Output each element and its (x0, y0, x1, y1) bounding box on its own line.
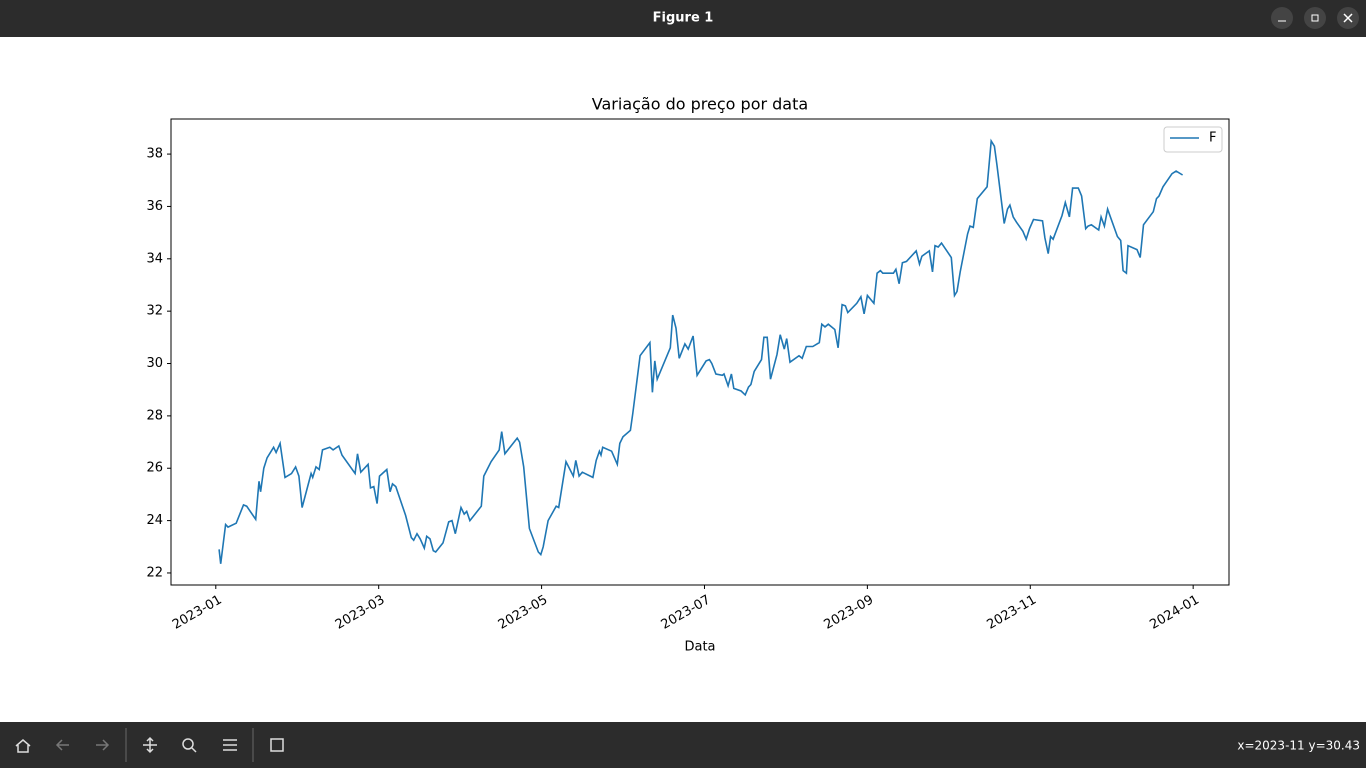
series-line (218, 138, 1184, 564)
status-text: x=2023-11 y=30.43 (1237, 739, 1360, 753)
back-button[interactable] (55, 739, 69, 751)
x-tick-label: 2024-01 (1147, 593, 1202, 633)
axes-frame (170, 118, 1230, 586)
x-tick-label: 2023-07 (659, 593, 714, 633)
zoom-button[interactable] (182, 738, 194, 750)
y-tick-label: 34 (146, 251, 163, 266)
window-title: Figure 1 (653, 11, 714, 26)
minimize-button[interactable] (1271, 7, 1293, 29)
chart-title: Variação do preço por data (592, 95, 808, 114)
x-tick-label: 2023-05 (496, 593, 551, 633)
x-tick-label: 2023-03 (333, 593, 388, 633)
y-tick-label: 24 (146, 513, 163, 528)
y-tick-label: 38 (146, 147, 163, 162)
x-tick-label: 2023-11 (984, 593, 1039, 633)
forward-button[interactable] (96, 739, 110, 751)
maximize-button[interactable] (1304, 7, 1326, 29)
zoom-handle (191, 747, 197, 753)
home-button[interactable] (15, 739, 31, 753)
configure-button[interactable] (223, 739, 237, 751)
x-tick-label: 2023-01 (170, 593, 225, 633)
y-tick-label: 30 (146, 356, 163, 371)
legend-label: F (1209, 131, 1216, 146)
close-icon (1343, 13, 1353, 23)
legend-box (1163, 126, 1223, 153)
y-tick-label: 32 (146, 304, 163, 319)
pan-button[interactable] (143, 736, 157, 754)
y-tick-label: 28 (146, 408, 163, 423)
maximize-icon (1311, 14, 1319, 22)
y-tick-label: 36 (146, 199, 163, 214)
y-tick-label: 26 (146, 461, 163, 476)
save-button[interactable] (270, 738, 284, 752)
toolbar (0, 722, 1366, 768)
x-tick-label: 2023-09 (822, 593, 877, 633)
y-tick-label: 22 (146, 565, 163, 580)
toolbar-buttons (15, 728, 284, 762)
title-bar (0, 0, 1366, 37)
x-axis-label: Data (684, 640, 715, 655)
window-controls (1271, 7, 1359, 29)
